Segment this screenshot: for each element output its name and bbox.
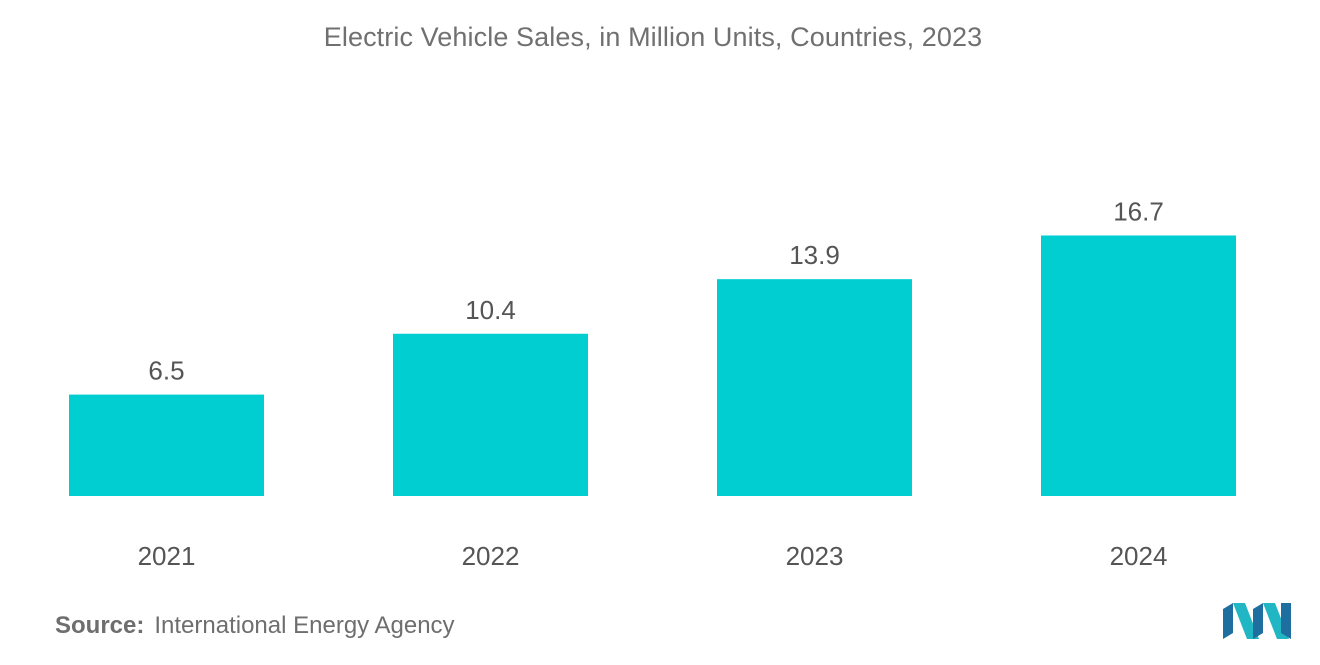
x-tick-label-2024: 2024 (1110, 541, 1168, 571)
data-label-2024: 16.7 (1113, 196, 1164, 226)
logo-right-stroke (1281, 603, 1291, 639)
logo-diagonal-1 (1233, 603, 1259, 639)
data-label-2022: 10.4 (465, 295, 516, 325)
chart-title: Electric Vehicle Sales, in Million Units… (323, 22, 983, 52)
bar-2021 (69, 394, 264, 496)
data-label-2023: 13.9 (789, 240, 840, 270)
bar-2023 (717, 279, 912, 496)
data-label-2021: 6.5 (148, 356, 184, 386)
x-tick-label-2022: 2022 (462, 541, 520, 571)
logo-mid-stroke (1253, 603, 1263, 639)
logo-left-stroke (1223, 603, 1233, 639)
x-tick-label-2023: 2023 (786, 541, 844, 571)
x-tick-label-2021: 2021 (138, 541, 196, 571)
bar-2024 (1041, 235, 1236, 497)
source-note: Source: International Energy Agency (55, 612, 455, 640)
source-text: International Energy Agency (154, 612, 455, 639)
brand-logo-icon (1223, 603, 1291, 639)
bar-2022 (393, 333, 588, 496)
source-label: Source: (55, 612, 145, 639)
bar-chart: 6.5 2021 10.4 2022 13.9 2023 16.7 2024 (69, 196, 1236, 571)
